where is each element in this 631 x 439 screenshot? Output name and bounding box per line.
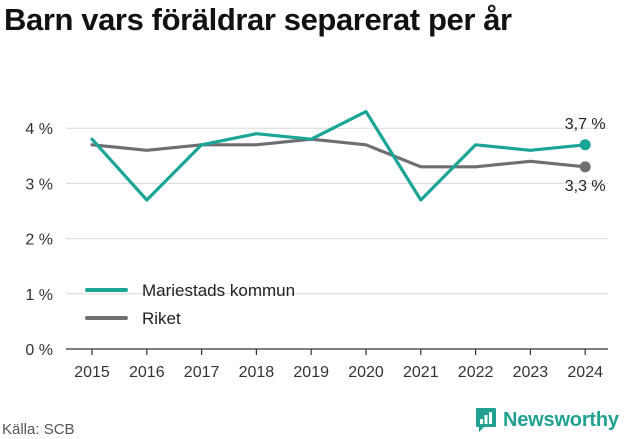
- y-tick-label: 4 %: [25, 121, 53, 138]
- series-end-point-0: [579, 139, 591, 151]
- series-lines: [90, 109, 591, 202]
- y-tick-label: 1 %: [25, 287, 53, 304]
- legend-label-0: Mariestads kommun: [142, 281, 295, 300]
- x-tick-label: 2024: [567, 364, 603, 381]
- end-label-riket: 3,3 %: [565, 178, 606, 195]
- newsworthy-logo-icon: [476, 408, 496, 432]
- y-axis-tick-labels: 0 % 1 % 2 % 3 % 4 %: [25, 121, 53, 359]
- x-tick-label: 2019: [293, 364, 329, 381]
- source-note: Källa: SCB: [2, 421, 75, 438]
- x-tick-label: 2022: [458, 364, 494, 381]
- x-tick-label: 2020: [348, 364, 384, 381]
- legend: Mariestads kommun Riket: [85, 281, 295, 328]
- legend-label-1: Riket: [142, 309, 181, 328]
- y-tick-label: 2 %: [25, 232, 53, 249]
- series-end-point-1: [579, 161, 591, 173]
- gridlines: [66, 127, 608, 295]
- end-labels: 3,7 % 3,3 %: [565, 116, 606, 195]
- chart-title: Barn vars föräldrar separerat per år: [4, 2, 512, 37]
- series-line-0: [90, 109, 587, 202]
- x-tick-label: 2018: [239, 364, 275, 381]
- y-tick-label: 3 %: [25, 176, 53, 193]
- x-tick-label: 2021: [403, 364, 439, 381]
- brand-name: Newsworthy: [503, 408, 619, 431]
- y-tick-label: 0 %: [25, 342, 53, 359]
- x-tick-label: 2023: [513, 364, 549, 381]
- series-line-1: [90, 137, 587, 169]
- x-tick-label: 2016: [129, 364, 165, 381]
- end-label-mariestad: 3,7 %: [565, 116, 606, 133]
- x-tick-label: 2017: [184, 364, 220, 381]
- x-tick-label: 2015: [74, 364, 110, 381]
- x-axis: 2015 2016 2017 2018 2019 2020 2021 2022 2023 2024: [66, 348, 608, 381]
- brand-logo[interactable]: Newsworthy: [475, 407, 619, 433]
